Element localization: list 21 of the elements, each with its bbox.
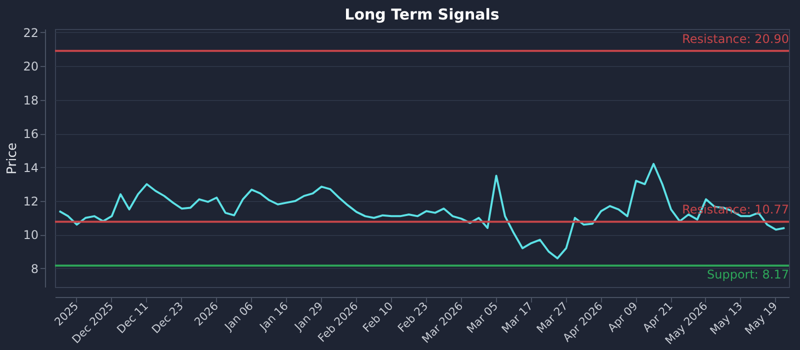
y-tick-label: 16 (23, 127, 38, 142)
y-tick-label: 20 (23, 60, 38, 74)
x-tick-label: Apr 09 (605, 300, 640, 335)
x-tick-label: Dec 11 (114, 300, 151, 336)
x-tick-label: Dec 23 (149, 300, 186, 336)
line-series (58, 162, 786, 260)
x-tick-label: Jan 06 (222, 300, 256, 334)
ref-line-label: Resistance: 20.90 (682, 32, 789, 46)
x-tick-label: Feb 10 (360, 300, 396, 335)
x-tick-label: Mar 05 (464, 300, 501, 336)
x-tick-label: Jan 16 (256, 300, 291, 334)
x-tick-label: Mar 17 (499, 300, 536, 336)
ref-line-label: Support: 8.17 (706, 268, 789, 282)
chart-title: Long Term Signals (344, 5, 500, 24)
y-tick-label: 18 (23, 93, 38, 108)
y-axis-title: Price (5, 142, 20, 174)
y-tick-label: 10 (23, 228, 38, 242)
y-tick-label: 14 (23, 160, 38, 175)
y-tick-label: 22 (23, 26, 38, 40)
y-tick-label: 8 (30, 262, 38, 276)
y-tick-label: 12 (23, 194, 38, 208)
